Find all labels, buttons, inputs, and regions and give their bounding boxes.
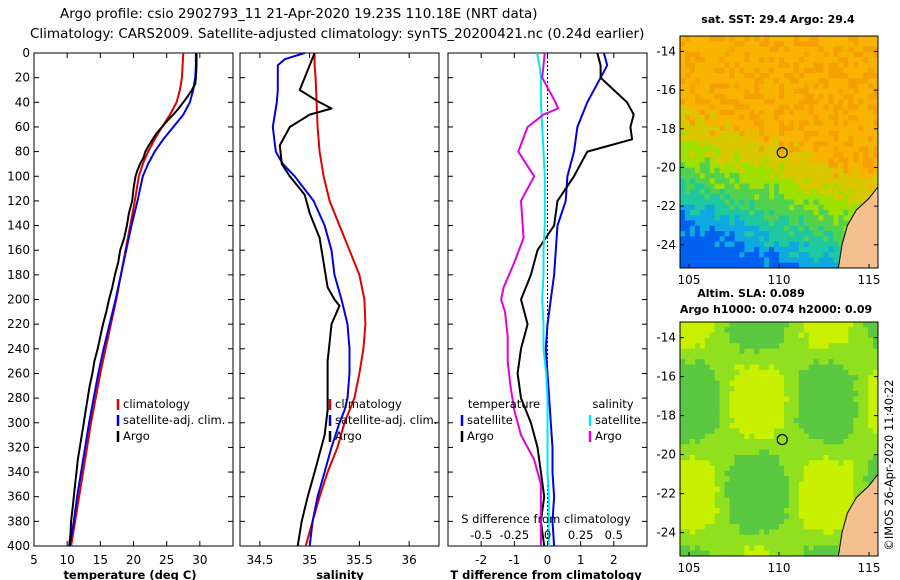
x2-tick-label: -0.5 <box>470 528 492 542</box>
map-x-tick-label: 110 <box>768 561 791 575</box>
x-tick-label: 0 <box>544 553 552 567</box>
y-tick-label: 180 <box>7 268 30 282</box>
difference-line-t-argo <box>516 52 635 547</box>
difference-line-s-satellite <box>535 52 550 546</box>
map-y-tick-label: -20 <box>656 160 676 174</box>
x-tick-label: 10 <box>60 553 75 567</box>
y-tick-label: 0 <box>22 46 30 60</box>
map-y-tick-label: -18 <box>656 409 676 423</box>
y-tick-label: 20 <box>15 71 30 85</box>
x-tick-label: 15 <box>93 553 108 567</box>
x-tick-label: 20 <box>126 553 141 567</box>
y-tick-label: 400 <box>7 539 30 553</box>
map-x-tick-label: 115 <box>858 561 881 575</box>
x-tick-label: 25 <box>159 553 174 567</box>
x-tick-label: 35 <box>302 553 317 567</box>
y-tick-label: 100 <box>7 169 30 183</box>
sst-map-title: sat. SST: 29.4 Argo: 29.4 <box>701 13 855 26</box>
x2-tick-label: 0.25 <box>568 528 594 542</box>
map-x-tick-label: 115 <box>858 273 881 287</box>
sla-map-title-line2: Argo h1000: 0.074 h2000: 0.09 <box>680 303 872 316</box>
legend-diff-t-satellite-label: satellite <box>467 413 513 427</box>
map-y-tick-label: -20 <box>656 448 676 462</box>
map-y-tick-label: -24 <box>656 526 676 540</box>
y-tick-label: 60 <box>15 120 30 134</box>
sst-map-argo-marker <box>776 146 788 159</box>
legend-temperature-header: temperature <box>468 397 540 411</box>
difference-line-t-satellite <box>544 52 609 547</box>
x-tick-label: 5 <box>30 553 38 567</box>
y-tick-label: 340 <box>7 465 30 479</box>
y-tick-label: 260 <box>7 366 30 380</box>
figure-title-line1: Argo profile: csio 2902793_11 21-Apr-202… <box>60 6 538 22</box>
temperature-line-blue <box>68 53 197 547</box>
y-tick-label: 80 <box>15 145 30 159</box>
legend-diff-s-satellite-label: satellite <box>595 413 641 427</box>
salinity-line-red <box>304 53 367 547</box>
salinity-line-black <box>278 52 341 547</box>
x2-tick-label: 0.5 <box>605 528 623 542</box>
x-tick-label: 34.5 <box>247 553 274 567</box>
y-tick-label: 240 <box>7 342 30 356</box>
difference-line-s-argo <box>500 52 560 546</box>
legend-diff-t-argo-label: Argo <box>467 429 494 443</box>
y-tick-label: 140 <box>7 219 30 233</box>
imos-watermark: ©IMOS 26-Apr-2020 11:40:22 <box>882 379 896 550</box>
temperature-line-black <box>68 53 198 547</box>
temperature-axis-label: temperature (deg C) <box>63 568 196 580</box>
legend-salinity-argo-label: Argo <box>335 429 362 443</box>
legend-temperature-climatology-label: climatology <box>123 397 190 411</box>
x2-tick-label: 0 <box>544 528 551 542</box>
x-tick-label: -1 <box>508 553 520 567</box>
y-tick-label: 40 <box>15 95 30 109</box>
x-tick-label: 36 <box>402 553 417 567</box>
map-y-tick-label: -16 <box>656 83 676 97</box>
y-tick-label: 320 <box>7 440 30 454</box>
y-tick-label: 280 <box>7 391 30 405</box>
y-tick-label: 160 <box>7 243 30 257</box>
x2-tick-label: -0.25 <box>499 528 529 542</box>
x-tick-label: 2 <box>610 553 618 567</box>
map-y-tick-label: -22 <box>656 199 676 213</box>
y-tick-label: 380 <box>7 514 30 528</box>
x-tick-label: 35.5 <box>346 553 373 567</box>
map-x-tick-label: 105 <box>678 561 701 575</box>
difference-axis-label: T difference from climatology <box>450 568 642 580</box>
salinity-panel-frame <box>239 52 440 547</box>
map-y-tick-label: -24 <box>656 238 676 252</box>
legend-temperature-argo-label: Argo <box>123 429 150 443</box>
salinity-diff-axis-label: S difference from climatology <box>461 512 631 526</box>
temperature-panel-frame <box>33 52 234 547</box>
figure-title-line2: Climatology: CARS2009. Satellite-adjuste… <box>30 26 645 42</box>
y-tick-label: 300 <box>7 416 30 430</box>
y-tick-label: 220 <box>7 317 30 331</box>
legend-temperature-satellite-label: satellite-adj. clim. <box>123 413 225 427</box>
y-tick-label: 120 <box>7 194 30 208</box>
salinity-line-blue <box>271 52 351 547</box>
x-tick-label: -2 <box>475 553 487 567</box>
map-y-tick-label: -22 <box>656 487 676 501</box>
map-y-tick-label: -18 <box>656 122 676 136</box>
y-tick-label: 200 <box>7 293 30 307</box>
map-y-tick-label: -14 <box>656 44 676 58</box>
x-tick-label: 1 <box>577 553 585 567</box>
map-y-tick-label: -14 <box>656 331 676 345</box>
legend-diff-s-argo-label: Argo <box>595 429 622 443</box>
salinity-axis-label: salinity <box>316 568 364 580</box>
map-x-tick-label: 105 <box>678 273 701 287</box>
map-y-tick-label: -16 <box>656 370 676 384</box>
y-tick-label: 360 <box>7 490 30 504</box>
legend-salinity-climatology-label: climatology <box>335 397 402 411</box>
legend-salinity-satellite-label: satellite-adj. clim. <box>335 413 437 427</box>
sla-map-title-line1: Altim. SLA: 0.089 <box>697 287 804 300</box>
x-tick-label: 30 <box>192 553 207 567</box>
sla-map-argo-marker <box>776 433 788 446</box>
legend-salinity-header: salinity <box>592 397 633 411</box>
map-x-tick-label: 110 <box>768 273 791 287</box>
